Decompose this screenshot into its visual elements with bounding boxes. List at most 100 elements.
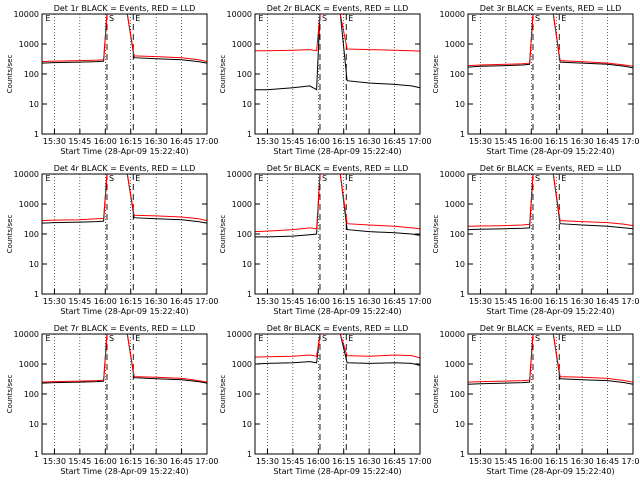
x-tick-label: 17:00 <box>621 457 640 466</box>
x-axis-label: Start Time (28-Apr-09 15:22:40) <box>273 147 401 156</box>
x-tick-label: 16:45 <box>383 297 406 306</box>
y-axis-label: Counts/sec <box>432 55 440 94</box>
event-marker-label: E <box>135 334 140 343</box>
x-tick-label: 17:00 <box>621 297 640 306</box>
event-marker-label: S <box>535 334 540 343</box>
event-marker-label: S <box>322 334 327 343</box>
y-tick-label: 1 <box>34 290 39 299</box>
event-marker-label: E <box>348 14 353 23</box>
plot-frame <box>254 173 421 295</box>
series-line-events <box>255 173 421 238</box>
y-tick-label: 1 <box>460 450 465 459</box>
x-tick-label: 15:30 <box>43 137 66 146</box>
event-marker-label: E <box>45 334 50 343</box>
series-line-events <box>467 173 634 231</box>
x-tick-label: 16:45 <box>596 457 619 466</box>
series-line-events <box>255 13 421 91</box>
x-tick-label: 17:00 <box>195 297 218 306</box>
series-line-lld <box>254 173 421 233</box>
x-tick-label: 16:45 <box>596 137 619 146</box>
x-tick-label: 17:00 <box>195 457 218 466</box>
plot-frame <box>467 333 634 455</box>
y-tick-label: 1000 <box>19 200 39 209</box>
series-line-lld <box>254 333 421 359</box>
series-line-lld <box>255 13 421 52</box>
y-tick-label: 1000 <box>232 360 252 369</box>
event-marker-label: S <box>109 14 114 23</box>
event-marker-label: E <box>471 334 476 343</box>
x-tick-label: 16:30 <box>145 297 168 306</box>
plot-frame <box>467 173 634 295</box>
x-tick-label: 17:00 <box>621 137 640 146</box>
series-line-events <box>467 13 634 69</box>
y-tick-label: 1000 <box>19 360 39 369</box>
x-tick-label: 15:45 <box>281 297 304 306</box>
x-tick-label: 15:45 <box>494 457 517 466</box>
chart-title: Det 3r BLACK = Events, RED = LLD <box>480 4 622 13</box>
y-tick-label: 10000 <box>14 170 39 179</box>
x-tick-label: 15:45 <box>68 137 91 146</box>
event-marker-label: E <box>45 174 50 183</box>
x-axis-label: Start Time (28-Apr-09 15:22:40) <box>273 307 401 316</box>
series-line-events <box>41 333 208 384</box>
y-tick-label: 10 <box>242 260 252 269</box>
y-axis-label: Counts/sec <box>6 375 14 414</box>
chart-title: Det 4r BLACK = Events, RED = LLD <box>54 164 196 173</box>
x-tick-label: 16:30 <box>358 137 381 146</box>
x-tick-label: 16:30 <box>571 137 594 146</box>
x-tick-label: 16:00 <box>94 297 117 306</box>
event-marker-label: S <box>109 334 114 343</box>
x-tick-label: 16:45 <box>383 457 406 466</box>
y-tick-label: 10 <box>242 100 252 109</box>
y-tick-label: 10000 <box>440 10 465 19</box>
y-tick-label: 10 <box>29 420 39 429</box>
x-tick-label: 16:30 <box>571 297 594 306</box>
x-tick-label: 15:30 <box>43 457 66 466</box>
y-axis-label: Counts/sec <box>219 215 227 254</box>
x-tick-label: 16:30 <box>145 457 168 466</box>
x-tick-label: 17:00 <box>408 137 431 146</box>
y-tick-label: 1 <box>460 130 465 139</box>
y-tick-label: 100 <box>24 390 39 399</box>
y-tick-label: 1000 <box>445 40 465 49</box>
y-tick-label: 10000 <box>227 170 252 179</box>
event-marker-label: E <box>348 334 353 343</box>
x-axis-label: Start Time (28-Apr-09 15:22:40) <box>60 307 188 316</box>
series-line-lld <box>41 333 208 383</box>
x-tick-label: 16:30 <box>358 457 381 466</box>
y-tick-label: 100 <box>237 70 252 79</box>
plot-frame <box>41 173 208 295</box>
event-marker-label: E <box>561 174 566 183</box>
x-tick-label: 16:15 <box>545 137 568 146</box>
event-marker-label: E <box>471 14 476 23</box>
y-axis-label: Counts/sec <box>6 215 14 254</box>
x-tick-label: 15:45 <box>68 457 91 466</box>
x-tick-label: 16:30 <box>571 457 594 466</box>
x-tick-label: 15:30 <box>256 457 279 466</box>
x-tick-label: 17:00 <box>408 297 431 306</box>
y-tick-label: 100 <box>237 230 252 239</box>
x-axis-label: Start Time (28-Apr-09 15:22:40) <box>486 307 614 316</box>
y-tick-label: 1 <box>247 130 252 139</box>
event-marker-label: S <box>322 14 327 23</box>
x-tick-label: 16:15 <box>332 457 355 466</box>
series-line-lld <box>467 173 634 227</box>
event-marker-label: E <box>135 14 140 23</box>
event-marker-label: E <box>258 174 263 183</box>
x-tick-label: 16:45 <box>596 297 619 306</box>
x-tick-label: 16:15 <box>545 297 568 306</box>
y-axis-label: Counts/sec <box>432 215 440 254</box>
y-tick-label: 10000 <box>227 10 252 19</box>
y-tick-label: 1 <box>247 290 252 299</box>
y-tick-label: 10000 <box>227 330 252 339</box>
y-tick-label: 1 <box>247 450 252 459</box>
x-tick-label: 16:15 <box>119 137 142 146</box>
x-tick-label: 16:15 <box>119 457 142 466</box>
event-marker-label: E <box>561 334 566 343</box>
x-tick-label: 15:45 <box>494 297 517 306</box>
y-tick-label: 100 <box>237 390 252 399</box>
y-tick-label: 10000 <box>440 330 465 339</box>
x-tick-label: 15:30 <box>256 137 279 146</box>
x-tick-label: 15:45 <box>68 297 91 306</box>
chart-title: Det 9r BLACK = Events, RED = LLD <box>480 324 622 333</box>
